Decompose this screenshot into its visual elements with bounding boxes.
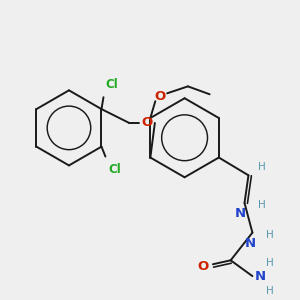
Text: O: O — [141, 116, 153, 129]
Text: H: H — [266, 230, 274, 240]
Text: H: H — [258, 162, 266, 172]
Text: O: O — [198, 260, 209, 273]
Text: N: N — [254, 270, 266, 283]
Text: H: H — [266, 286, 274, 296]
Text: N: N — [245, 237, 256, 250]
Text: Cl: Cl — [105, 78, 118, 91]
Text: Cl: Cl — [108, 164, 121, 176]
Text: N: N — [235, 207, 246, 220]
Text: O: O — [154, 90, 166, 103]
Text: H: H — [258, 200, 266, 210]
Text: H: H — [266, 258, 274, 268]
